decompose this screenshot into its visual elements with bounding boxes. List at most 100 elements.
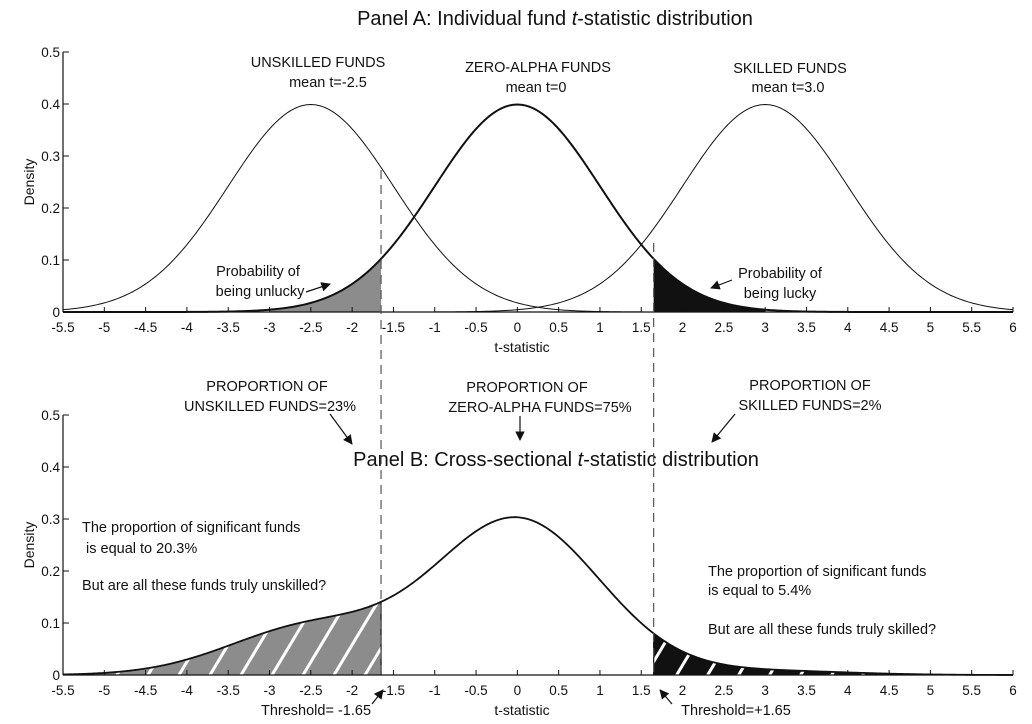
- panel-a-x-tick-label: 0.5: [549, 320, 568, 335]
- zero-alpha-proportion-line1: PROPORTION OF: [466, 380, 588, 396]
- panel-b-x-tick-label: 1.5: [632, 683, 651, 698]
- panel-b-x-tick-label: 3.5: [797, 683, 816, 698]
- panel-b-curves: [62, 516, 1013, 676]
- panel-a-y-tick-label: 0.1: [41, 253, 60, 268]
- unskilled-proportion-arrow: [329, 413, 353, 445]
- unskilled-curve: [62, 104, 1013, 313]
- panel-b-y-tick-label: 0: [52, 668, 60, 683]
- right-annotation-line3: But are all these funds truly skilled?: [708, 622, 936, 638]
- panel-b-x-tick-label: 5.5: [962, 683, 981, 698]
- left-annotation-line1: The proportion of significant funds: [82, 520, 300, 536]
- panel-b-x-tick-label: 2.5: [714, 683, 733, 698]
- unskilled-mean-label: mean t=-2.5: [289, 75, 367, 91]
- hatch-line: [0, 535, 15, 685]
- panel-a-x-tick-label: 3.5: [797, 320, 816, 335]
- panel-b-x-tick-label: -4: [181, 683, 193, 698]
- panel-a-x-tick-label: 1: [596, 320, 604, 335]
- skilled-proportion-arrow: [711, 413, 736, 443]
- skilled-mean-label: mean t=3.0: [752, 80, 825, 96]
- panel-a-x-tick-label: -1: [429, 320, 441, 335]
- lucky-label-line1: Probability of: [738, 266, 823, 282]
- panel-b-x-tick-label: -4.5: [134, 683, 157, 698]
- hatch-line: [855, 633, 948, 675]
- hatch-line: [653, 633, 731, 675]
- hatch-line: [917, 633, 1010, 675]
- panel-a-x-tick-label: 5.5: [962, 320, 981, 335]
- panel-a-y-tick-label: 0: [52, 305, 60, 320]
- hatch-line: [78, 601, 172, 675]
- hatch-line: [793, 633, 886, 675]
- panel-a-xlabel: t-statistic: [494, 339, 549, 355]
- hatch-line: [545, 535, 635, 685]
- panel-b-x-tick-label: -2.5: [299, 683, 322, 698]
- skilled-proportion-line1: PROPORTION OF: [749, 378, 871, 394]
- left-annotation-line3: But are all these funds truly unskilled?: [82, 578, 326, 594]
- panel-b-x-tick-label: -5.5: [51, 683, 74, 698]
- right-threshold-arrow: [659, 689, 673, 705]
- panel-b-x-tick-label: -1.5: [382, 683, 405, 698]
- hatch-line: [979, 633, 1013, 675]
- panel-b-x-tick-label: 1: [596, 683, 604, 698]
- hatch-line: [1010, 633, 1013, 675]
- panel-a-x-tick-label: -0.5: [464, 320, 487, 335]
- left-annotation-line2: is equal to 20.3%: [86, 541, 197, 557]
- hatch-line: [483, 535, 573, 685]
- panel-a-x-tick-label: 4: [844, 320, 852, 335]
- panel-b-shaded-regions: [0, 535, 1013, 685]
- hatch-line: [514, 535, 604, 685]
- hatch-line: [731, 633, 824, 675]
- hatch-line: [326, 601, 382, 675]
- threshold-lines: [380, 170, 655, 678]
- hatch-line: [452, 535, 542, 685]
- panel-b-x-tick-label: -0.5: [464, 683, 487, 698]
- lucky-label-line2: being lucky: [744, 286, 817, 302]
- left-threshold-label: Threshold= -1.65: [261, 703, 371, 719]
- hatch-line: [63, 601, 79, 675]
- panel-a-curves: [62, 103, 1014, 313]
- panel-a: Panel A: Individual fund t-statistic dis…: [21, 8, 1017, 355]
- panel-b-ylabel: Density: [21, 522, 37, 569]
- panel-b-xlabel: t-statistic: [494, 702, 549, 718]
- panel-b-x-tick-label: 0.5: [549, 683, 568, 698]
- panel-a-y-tick-label: 0.2: [41, 201, 60, 216]
- unlucky-label-line1: Probability of: [216, 264, 301, 280]
- skilled-proportion-line2: SKILLED FUNDS=2%: [738, 398, 881, 414]
- panel-a-x-tick-label: 0: [514, 320, 522, 335]
- panel-b-y-tick-label: 0.1: [41, 616, 60, 631]
- proportion-labels: PROPORTION OF UNSKILLED FUNDS=23% PROPOR…: [184, 378, 882, 445]
- panel-b-x-tick-label: -1: [429, 683, 441, 698]
- unskilled-proportion-line2: UNSKILLED FUNDS=23%: [184, 399, 356, 415]
- unlucky-label-line2: being unlucky: [216, 284, 305, 300]
- right-tail-hatch: [454, 535, 1013, 685]
- unskilled-funds-label: UNSKILLED FUNDS: [251, 55, 386, 71]
- unlucky-arrow: [305, 282, 331, 293]
- panel-b-x-tick-label: -5: [98, 683, 110, 698]
- panel-a-x-tick-label: 2.5: [714, 320, 733, 335]
- hatch-line: [547, 535, 637, 685]
- panel-a-ylabel: Density: [21, 159, 37, 206]
- zero-alpha-funds-label: ZERO-ALPHA FUNDS: [465, 60, 611, 76]
- zero-alpha-mean-label: mean t=0: [506, 80, 567, 96]
- left-tail-region: [63, 601, 382, 675]
- panel-b: Panel B: Cross-sectional t-statistic dis…: [0, 408, 1017, 719]
- panel-b-x-tick-label: 0: [514, 683, 522, 698]
- hatch-line: [824, 633, 917, 675]
- lucky-arrow: [710, 279, 733, 290]
- panel-a-y-tick-label: 0.5: [41, 45, 60, 60]
- lucky-region: [653, 258, 766, 312]
- panel-b-y-tick-label: 0.3: [41, 512, 60, 527]
- hatch-line: [357, 601, 382, 675]
- panel-a-x-tick-label: 1.5: [632, 320, 651, 335]
- right-annotation-line2: is equal to 5.4%: [708, 583, 811, 599]
- panel-a-x-tick-label: -3.5: [217, 320, 240, 335]
- panel-b-axes: -5.5 -5 -4.5 -4 -3.5 -3 -2.5 -2 -1.5 -1 -0.5 0 0.5 1 1…: [41, 408, 1017, 698]
- panel-a-x-tick-label: 2: [679, 320, 687, 335]
- skilled-funds-label: SKILLED FUNDS: [733, 61, 847, 77]
- panel-b-x-tick-label: 6: [1009, 683, 1017, 698]
- panel-a-x-tick-label: -3: [264, 320, 276, 335]
- panel-b-x-tick-label: 4: [844, 683, 852, 698]
- panel-b-x-tick-label: -2: [346, 683, 358, 698]
- unskilled-proportion-line1: PROPORTION OF: [206, 379, 328, 395]
- panel-b-x-tick-label: -3.5: [217, 683, 240, 698]
- hatch-line: [454, 535, 544, 685]
